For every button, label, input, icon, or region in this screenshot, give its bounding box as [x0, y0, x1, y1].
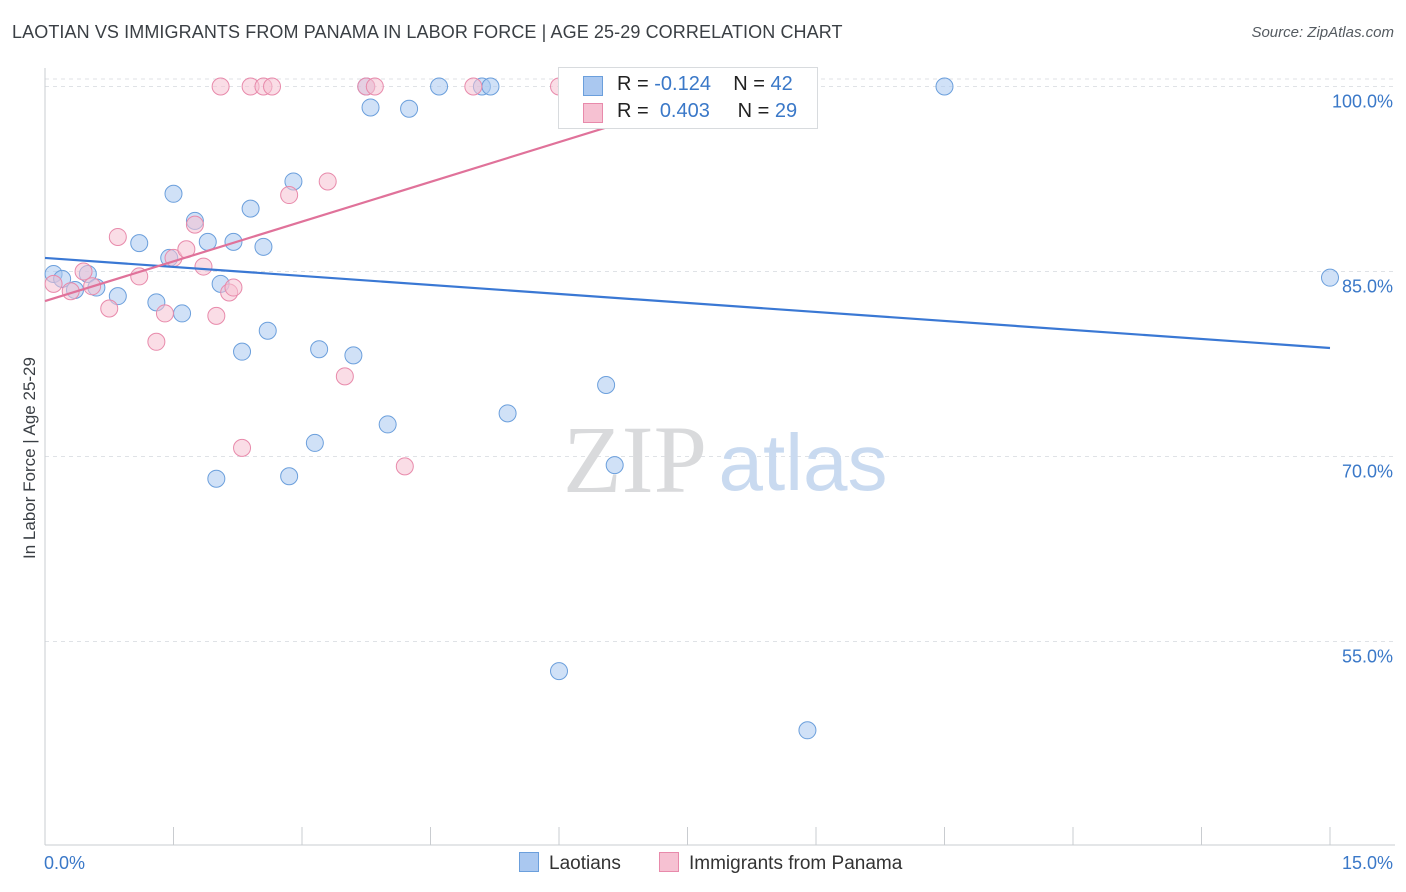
y-tick-label: 70.0%: [1342, 462, 1393, 482]
laotian-point: [254, 237, 273, 256]
panama-point: [100, 299, 119, 318]
laotians-n-label: N =: [733, 73, 765, 95]
laotian-point: [305, 433, 324, 452]
laotian-point: [481, 77, 500, 96]
panama-point: [74, 262, 93, 281]
source-label: Source: ZipAtlas.com: [1251, 24, 1394, 41]
laotian-point: [233, 342, 252, 361]
laotians-r-label: R =: [617, 73, 649, 95]
watermark: ZIP atlas: [563, 406, 887, 513]
panama-swatch: [583, 103, 603, 123]
panama-point: [194, 257, 213, 276]
laotian-point: [400, 99, 419, 118]
laotian-point: [597, 375, 616, 394]
chart-title: LAOTIAN VS IMMIGRANTS FROM PANAMA IN LAB…: [12, 22, 843, 42]
correlation-legend: R = -0.124 N = 42 R = 0.403 N = 29: [558, 67, 818, 129]
bottom-panama-label: Immigrants from Panama: [689, 853, 903, 874]
laotian-point: [241, 199, 260, 218]
bottom-laotians-label: Laotians: [549, 853, 621, 874]
panama-point: [211, 77, 230, 96]
panama-point: [318, 172, 337, 191]
y-tick-label: 55.0%: [1342, 647, 1393, 667]
panama-n-value: 29: [774, 100, 798, 122]
panama-point: [185, 215, 204, 234]
laotian-point: [108, 287, 127, 306]
panama-point: [44, 274, 63, 293]
axes: [44, 68, 1395, 846]
laotian-point: [550, 662, 568, 681]
laotian-point: [280, 467, 299, 486]
panama-point: [233, 438, 252, 457]
laotian-point: [605, 456, 624, 475]
y-tick-label: 85.0%: [1342, 277, 1393, 297]
panama-point: [224, 278, 243, 297]
panama-point: [395, 457, 414, 476]
panama-point: [464, 77, 483, 96]
bottom-panama-swatch: [659, 852, 679, 872]
laotian-point: [207, 469, 226, 488]
panama-point: [335, 367, 354, 386]
y-tick-label: 100.0%: [1332, 92, 1393, 112]
laotian-point: [173, 304, 192, 323]
watermark-atlas: atlas: [719, 418, 888, 507]
bottom-legend-laotians: Laotians: [519, 852, 621, 875]
laotian-trend-line: [44, 256, 1331, 350]
watermark-zip: ZIP: [563, 406, 707, 513]
laotian-point: [164, 184, 183, 203]
grid-lines: [45, 78, 1395, 642]
laotian-point: [130, 234, 149, 253]
y-axis-label: In Labor Force | Age 25-29: [20, 357, 39, 559]
panama-point: [108, 227, 127, 246]
laotians-r-value: -0.124: [654, 73, 711, 95]
laotian-point: [258, 321, 277, 340]
panama-point: [280, 186, 299, 205]
bottom-legend-panama: Immigrants from Panama: [659, 852, 902, 875]
laotian-point: [430, 77, 449, 96]
laotian-point: [344, 346, 363, 365]
panama-n-label: N =: [737, 100, 770, 122]
x-tick-label-min: 0.0%: [44, 853, 85, 873]
laotian-point: [498, 404, 517, 423]
laotians-n-value: 42: [770, 73, 793, 95]
panama-point: [147, 332, 166, 351]
laotians-swatch: [583, 76, 603, 96]
panama-r-label: R =: [617, 100, 649, 122]
x-tick-label-max: 15.0%: [1342, 853, 1393, 873]
panama-point: [365, 77, 384, 96]
panama-point: [263, 77, 282, 96]
laotian-point: [935, 77, 954, 96]
panama-point: [155, 304, 174, 323]
laotian-point: [361, 98, 380, 117]
tick-labels: 55.0% 70.0% 85.0% 100.0% 0.0% 15.0%: [44, 92, 1393, 874]
laotian-point: [378, 415, 397, 434]
laotian-point: [798, 721, 817, 740]
bottom-laotians-swatch: [519, 852, 539, 872]
panama-point: [207, 306, 226, 325]
laotian-point: [1321, 268, 1339, 287]
panama-r-value: 0.403: [659, 100, 710, 122]
laotian-point: [310, 340, 329, 359]
